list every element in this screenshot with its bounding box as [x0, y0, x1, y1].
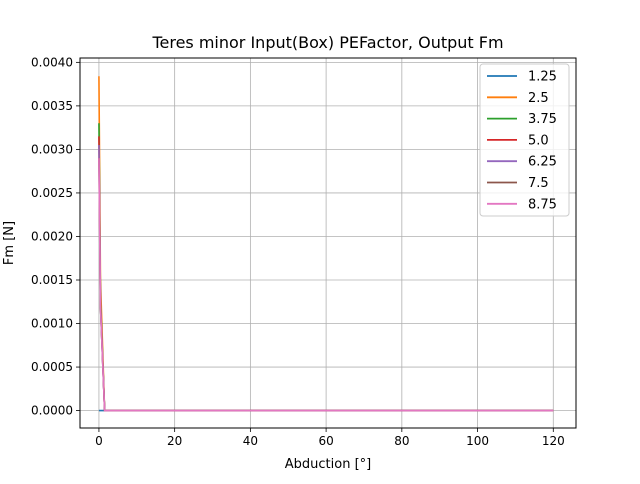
y-tick-label: 0.0025	[31, 186, 73, 200]
x-axis-label: Abduction [°]	[285, 457, 371, 472]
legend-label: 1.25	[528, 70, 557, 85]
legend-items: 1.25 2.5 3.75 5.0 6.25 7.5 8.75	[487, 70, 557, 212]
y-tick-label: 0.0040	[31, 55, 73, 69]
series-line-8-75	[98, 158, 554, 412]
x-tick-label: 40	[243, 434, 258, 448]
legend-box	[479, 63, 570, 217]
y-tick-label: 0.0035	[31, 99, 73, 113]
y-tick-label: 0.0005	[31, 360, 73, 374]
legend-label: 3.75	[528, 112, 557, 127]
plot-frame	[79, 57, 577, 429]
y-axis-label: Fm [N]	[2, 221, 17, 265]
legend-label: 7.5	[528, 176, 549, 191]
x-axis-ticks: 0 20 40 60 80 100 120	[95, 428, 565, 448]
chart-title: Teres minor Input(Box) PEFactor, Output …	[151, 33, 503, 52]
y-tick-label: 0.0030	[31, 142, 73, 156]
legend-label: 5.0	[528, 133, 549, 148]
x-tick-label: 20	[167, 434, 182, 448]
x-tick-label: 0	[95, 434, 103, 448]
legend-label: 6.25	[528, 155, 557, 170]
series-lines	[98, 76, 554, 412]
y-tick-label: 0.0010	[31, 317, 73, 331]
x-tick-label: 60	[318, 434, 333, 448]
x-tick-label: 100	[466, 434, 489, 448]
y-tick-label: 0.0015	[31, 273, 73, 287]
x-tick-label: 120	[542, 434, 565, 448]
y-tick-label: 0.0000	[31, 404, 73, 418]
legend-label: 2.5	[528, 91, 549, 106]
legend-label: 8.75	[528, 197, 557, 212]
legend: 1.25 2.5 3.75 5.0 6.25 7.5 8.75	[479, 63, 570, 217]
x-tick-label: 80	[394, 434, 409, 448]
y-tick-label: 0.0020	[31, 229, 73, 243]
y-axis-ticks: 0.0000 0.0005 0.0010 0.0015 0.0020 0.0025 0.00…	[31, 55, 80, 418]
